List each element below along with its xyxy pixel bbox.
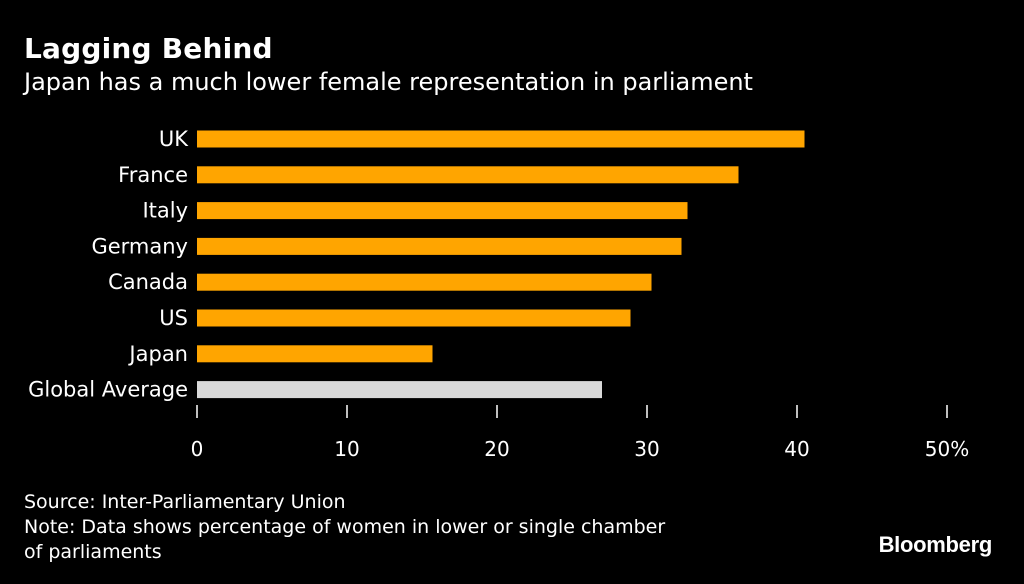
- bar-uk: [197, 130, 805, 148]
- bar-germany: [197, 237, 682, 255]
- bar-global-average: [197, 381, 602, 399]
- category-label-canada: Canada: [108, 270, 188, 294]
- category-label-uk: UK: [159, 127, 189, 151]
- x-tick-label-0: 0: [191, 437, 204, 461]
- data-note-continued: of parliaments: [24, 541, 162, 563]
- bloomberg-logo: Bloomberg: [878, 532, 993, 557]
- bar-france: [197, 166, 739, 184]
- x-tick-label-50: 50%: [925, 437, 969, 461]
- category-label-france: France: [118, 163, 188, 187]
- bar-japan: [197, 345, 433, 363]
- category-label-italy: Italy: [142, 199, 188, 223]
- x-tick-label-20: 20: [484, 437, 509, 461]
- category-label-germany: Germany: [91, 234, 188, 258]
- footer-notes: Source: Inter-Parliamentary Union Note: …: [24, 490, 665, 565]
- bar-us: [197, 309, 631, 327]
- data-note: Note: Data shows percentage of women in …: [24, 516, 666, 538]
- chart-subtitle: Japan has a much lower female representa…: [24, 68, 753, 96]
- category-label-japan: Japan: [127, 342, 188, 366]
- bar-canada: [197, 273, 652, 291]
- x-tick-label-10: 10: [334, 437, 359, 461]
- chart-title: Lagging Behind: [24, 32, 273, 65]
- category-label-global-average: Global Average: [28, 378, 188, 402]
- category-label-us: US: [159, 306, 188, 330]
- x-tick-label-40: 40: [784, 437, 809, 461]
- source-note: Source: Inter-Parliamentary Union: [24, 491, 346, 513]
- bar-chart: UK France Italy Germany Canada US Japan Global …: [28, 127, 969, 461]
- bar-italy: [197, 202, 688, 220]
- x-tick-label-30: 30: [634, 437, 659, 461]
